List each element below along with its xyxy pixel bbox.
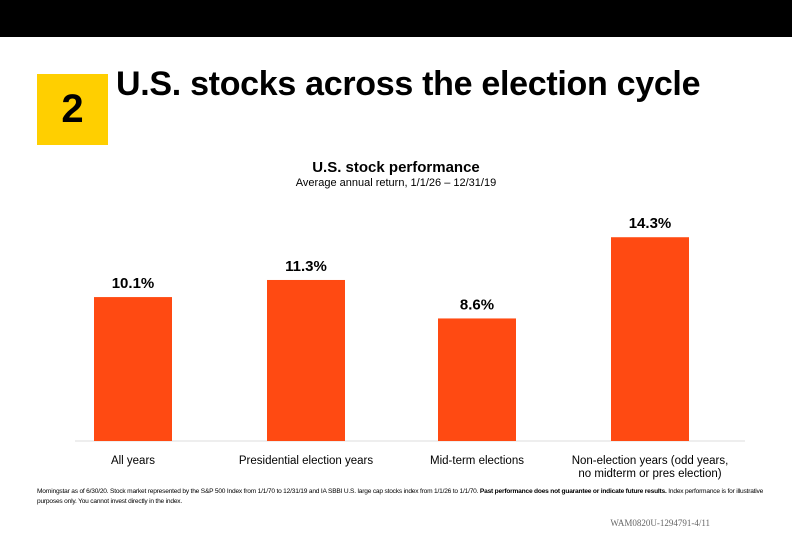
category-label: no midterm or pres election) bbox=[578, 468, 721, 480]
data-label: 8.6% bbox=[460, 296, 494, 313]
document-code: WAM0820U-1294791-4/11 bbox=[610, 518, 710, 528]
footnote-source: Morningstar as of 6/30/20. Stock market … bbox=[37, 488, 480, 495]
section-number-badge: 2 bbox=[37, 74, 108, 145]
bar bbox=[611, 237, 689, 441]
category-label: All years bbox=[111, 455, 155, 467]
footnote: Morningstar as of 6/30/20. Stock market … bbox=[37, 487, 767, 507]
data-label: 10.1% bbox=[112, 275, 155, 292]
chart-subtitle: Average annual return, 1/1/26 – 12/31/19 bbox=[295, 177, 497, 189]
page-title: U.S. stocks across the election cycle bbox=[116, 65, 701, 103]
bar-chart: 10.1% All years 11.3% Presidential election… bbox=[75, 215, 745, 480]
category-label: Presidential election years bbox=[239, 455, 373, 467]
category-label: Non-election years (odd years, bbox=[572, 455, 729, 467]
data-label: 14.3% bbox=[629, 215, 672, 232]
bar bbox=[94, 297, 172, 441]
section-number: 2 bbox=[61, 87, 84, 131]
footnote-note: Index performance is for illustrative pu… bbox=[37, 488, 764, 505]
data-label: 11.3% bbox=[285, 258, 327, 275]
top-bar bbox=[0, 0, 792, 37]
bar bbox=[438, 318, 516, 441]
category-label: Mid-term elections bbox=[430, 455, 524, 467]
footnote-disclaimer: Past performance does not guarantee or i… bbox=[479, 488, 667, 495]
chart-title: U.S. stock performance bbox=[312, 159, 480, 176]
bar bbox=[267, 279, 345, 441]
